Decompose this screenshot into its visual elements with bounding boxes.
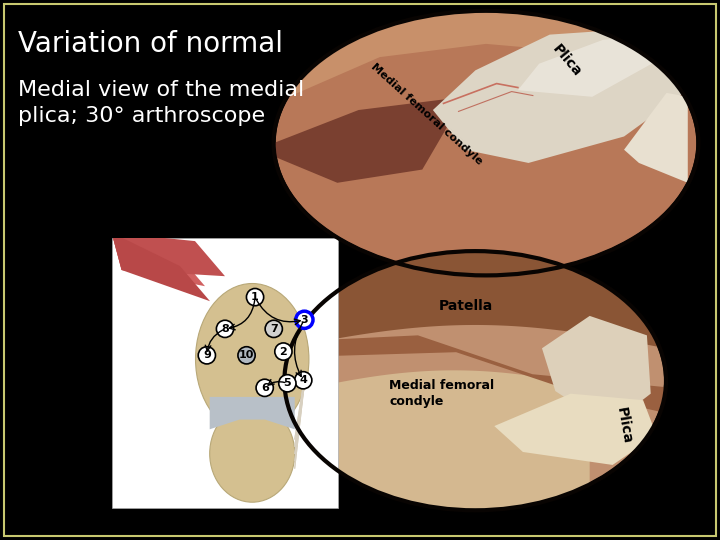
Polygon shape bbox=[274, 97, 465, 183]
Text: Medial femoral condyle: Medial femoral condyle bbox=[369, 62, 484, 166]
Text: 7: 7 bbox=[270, 324, 278, 334]
Polygon shape bbox=[274, 11, 698, 104]
Ellipse shape bbox=[196, 284, 309, 435]
Polygon shape bbox=[284, 251, 666, 348]
Polygon shape bbox=[112, 233, 205, 286]
Polygon shape bbox=[624, 93, 688, 183]
Ellipse shape bbox=[210, 405, 294, 502]
Circle shape bbox=[246, 288, 264, 306]
Polygon shape bbox=[210, 397, 294, 429]
Text: Patella: Patella bbox=[438, 299, 492, 313]
Text: 2: 2 bbox=[279, 347, 287, 356]
Text: Plica: Plica bbox=[549, 42, 584, 80]
Text: 5: 5 bbox=[284, 379, 291, 388]
Polygon shape bbox=[284, 335, 666, 413]
Polygon shape bbox=[518, 35, 660, 97]
Ellipse shape bbox=[287, 252, 664, 509]
Circle shape bbox=[256, 379, 274, 396]
Ellipse shape bbox=[274, 11, 698, 275]
Polygon shape bbox=[495, 394, 657, 465]
Circle shape bbox=[198, 347, 215, 364]
Polygon shape bbox=[284, 370, 590, 510]
Ellipse shape bbox=[274, 11, 698, 275]
Circle shape bbox=[265, 320, 282, 338]
Circle shape bbox=[238, 347, 255, 364]
Text: 6: 6 bbox=[261, 383, 269, 393]
Ellipse shape bbox=[276, 12, 696, 274]
Text: Medial femoral
condyle: Medial femoral condyle bbox=[390, 379, 495, 408]
Text: Variation of normal: Variation of normal bbox=[18, 30, 283, 58]
Text: 1: 1 bbox=[251, 292, 259, 302]
Polygon shape bbox=[112, 233, 210, 301]
Polygon shape bbox=[542, 316, 651, 426]
Bar bbox=[112, 238, 338, 508]
Circle shape bbox=[294, 372, 312, 389]
Circle shape bbox=[296, 311, 313, 328]
Text: 9: 9 bbox=[203, 350, 211, 360]
Text: 8: 8 bbox=[221, 324, 229, 334]
Text: Plica: Plica bbox=[614, 407, 634, 446]
Circle shape bbox=[279, 375, 296, 392]
Text: 4: 4 bbox=[300, 375, 307, 385]
Ellipse shape bbox=[284, 251, 666, 510]
Polygon shape bbox=[112, 233, 225, 276]
Bar bbox=[112, 238, 338, 508]
Text: 10: 10 bbox=[239, 350, 254, 360]
Text: 3: 3 bbox=[300, 315, 308, 325]
Polygon shape bbox=[433, 26, 688, 163]
Circle shape bbox=[217, 320, 233, 338]
Circle shape bbox=[275, 343, 292, 360]
Ellipse shape bbox=[284, 251, 666, 510]
Text: Medial view of the medial
plica; 30° arthroscope: Medial view of the medial plica; 30° art… bbox=[18, 80, 305, 126]
